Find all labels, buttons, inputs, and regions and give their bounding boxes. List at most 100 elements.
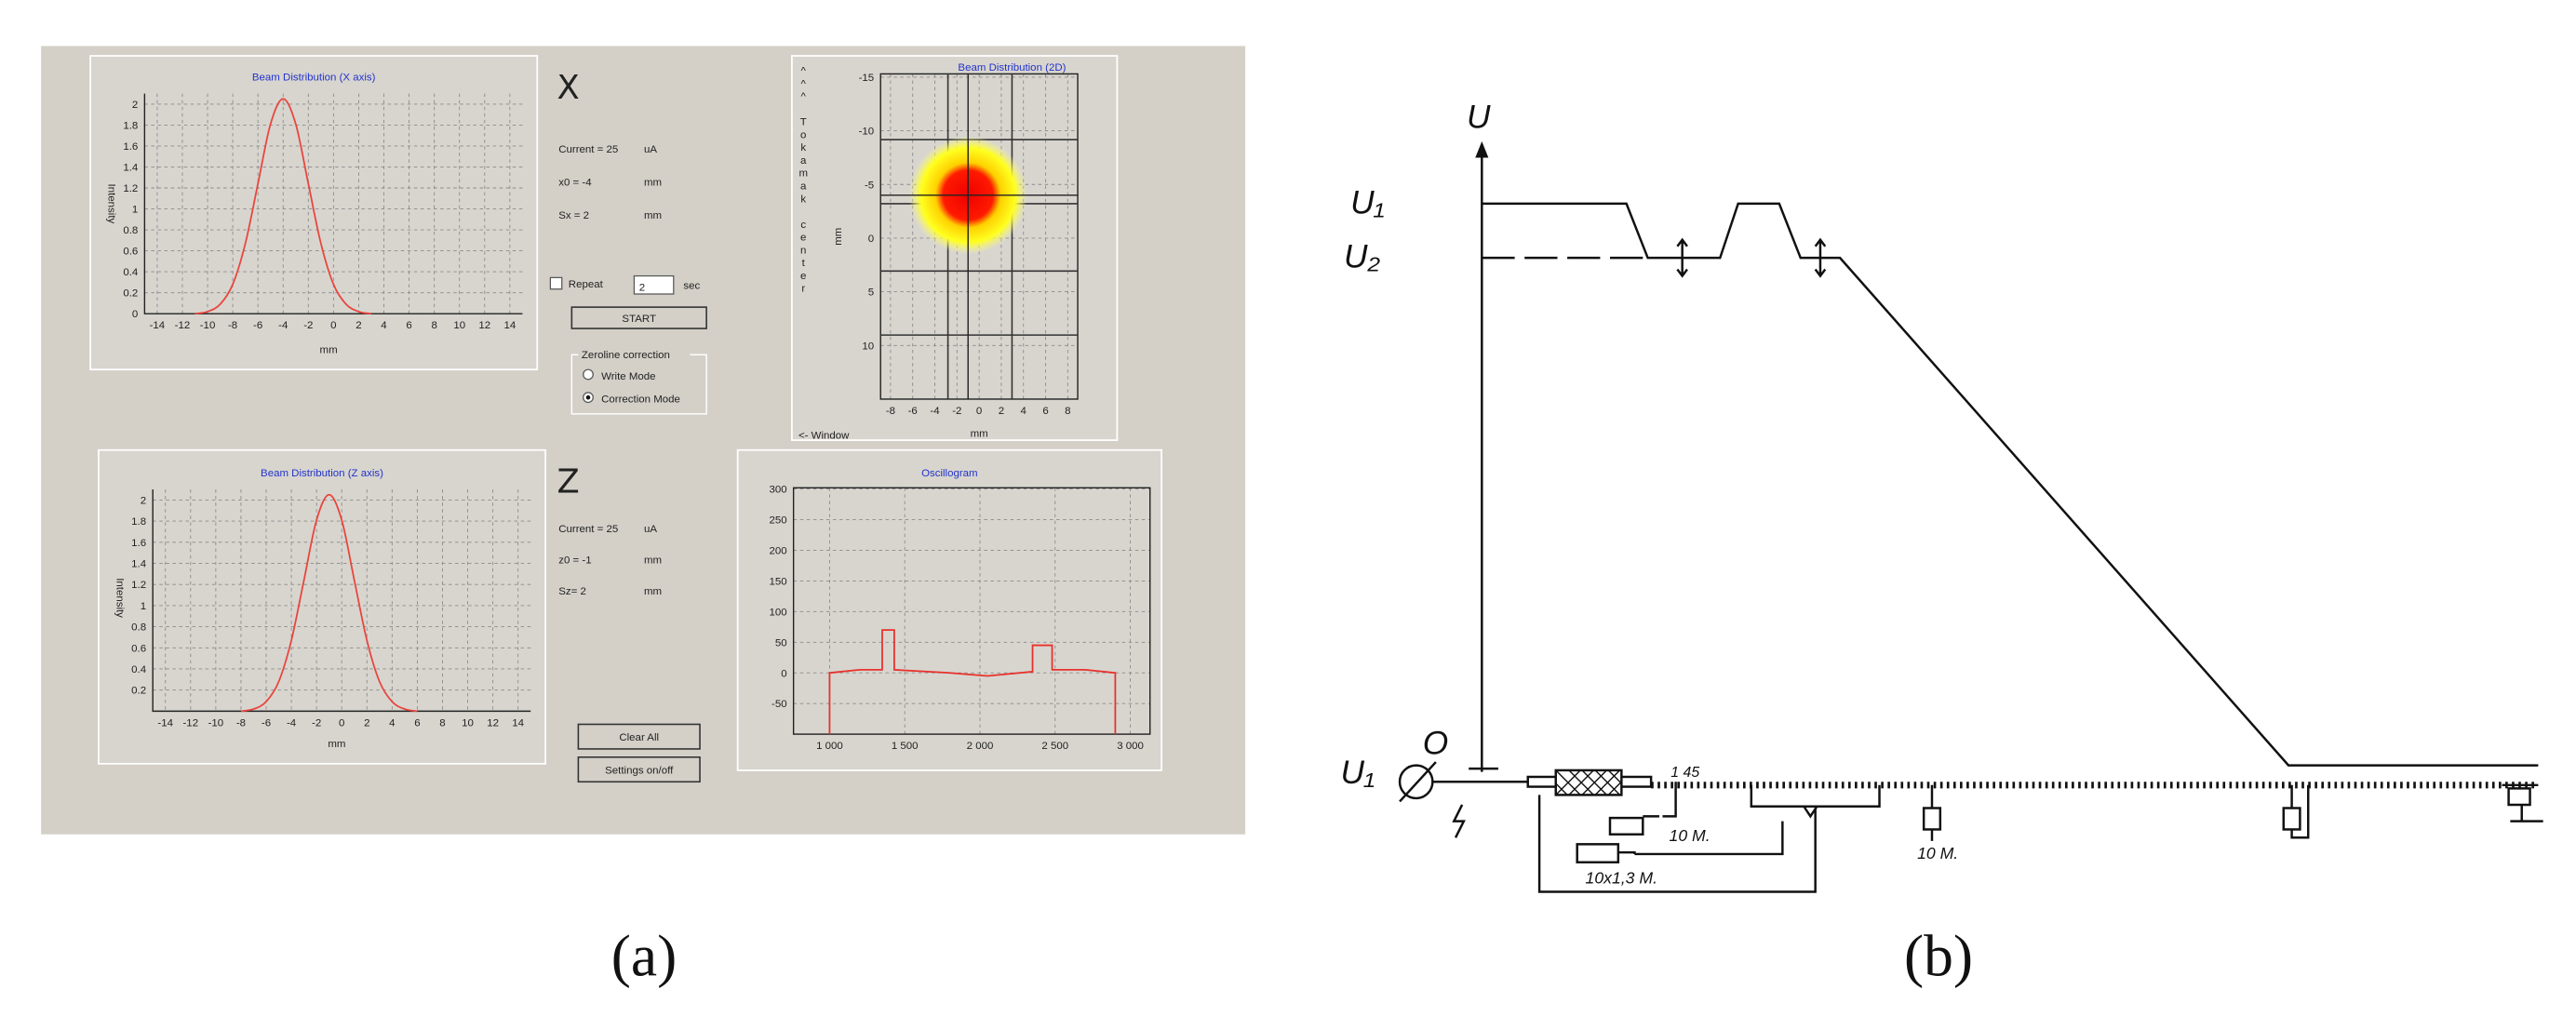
- start-button[interactable]: START: [570, 306, 707, 329]
- window-label: <- Window: [798, 430, 850, 441]
- info-unit: uA: [644, 524, 657, 535]
- x-tick-label: -4: [930, 406, 940, 417]
- button-label[interactable]: START: [622, 314, 656, 325]
- resistor: [1608, 816, 1644, 836]
- correction-mode-radio[interactable]: Correction Mode: [583, 392, 680, 406]
- write-mode-radio[interactable]: Write Mode: [583, 368, 656, 382]
- y-tick-label: 5: [868, 287, 874, 299]
- x-tick-label: 10: [453, 320, 465, 331]
- y-tick-label: 300: [769, 485, 786, 496]
- x-tick-label: -14: [157, 717, 173, 729]
- button-label[interactable]: Clear All: [619, 732, 659, 743]
- resistor-label: 10x1,3 M.: [1586, 869, 1657, 888]
- y-tick-label: 50: [775, 637, 787, 648]
- x-tick-label: 10: [462, 717, 474, 729]
- y-tick-label: 150: [769, 576, 786, 587]
- radio[interactable]: [583, 368, 594, 381]
- y-tick-label: -10: [859, 127, 875, 138]
- source-slash: [1399, 761, 1437, 803]
- x-tick-label: 12: [487, 717, 499, 729]
- button-label[interactable]: Settings on/off: [605, 765, 674, 776]
- y-tick-label: 1.8: [131, 516, 146, 528]
- info-text: Current = 25: [558, 144, 618, 155]
- plot-area: [144, 93, 523, 314]
- axis-heading: X: [557, 69, 579, 107]
- resistor-label: 10 M.: [1917, 844, 1958, 862]
- y-tick-label: 0.4: [131, 664, 147, 675]
- y-tick-label: 0: [132, 309, 138, 320]
- level-label: U₂: [1344, 239, 1380, 275]
- y-tick-label: 200: [769, 546, 786, 557]
- x-tick-label: 2: [999, 406, 1004, 417]
- y-tick-label: 0.4: [123, 267, 139, 278]
- oscillogram-title: Oscillogram: [921, 468, 978, 479]
- y-tick-label: 0: [868, 234, 874, 245]
- y-tick-label: 1.4: [131, 559, 147, 570]
- data-line: [240, 493, 418, 713]
- side-label: ^^^ Tokamak center: [798, 66, 809, 297]
- wiring: [1617, 850, 1636, 854]
- info-text: Sz= 2: [558, 586, 586, 597]
- x-tick-label: 0: [339, 717, 344, 729]
- origin-label: O: [1423, 725, 1448, 761]
- info-text: x0 = -4: [558, 177, 592, 188]
- y-tick-label: 250: [769, 515, 786, 527]
- x-tick-label: 3 000: [1117, 741, 1144, 752]
- radio-label[interactable]: Write Mode: [601, 371, 655, 382]
- wiring: [2290, 784, 2310, 839]
- potential-profile: [1482, 202, 2539, 767]
- x-tick-label: 4: [1021, 406, 1027, 417]
- y-tick-label: 0.6: [123, 247, 138, 258]
- button[interactable]: [570, 306, 707, 329]
- settings-button[interactable]: Settings on/off: [577, 755, 701, 783]
- clear-all-button[interactable]: Clear All: [577, 723, 701, 750]
- x-tick-label: 4: [381, 320, 387, 331]
- checkbox-label[interactable]: Repeat: [569, 279, 604, 290]
- y-axis-label: Intensity: [106, 184, 117, 224]
- repeat-checkbox[interactable]: Repeat: [549, 276, 604, 290]
- radio-dot[interactable]: [585, 394, 591, 400]
- y-tick-label: 0: [781, 668, 786, 679]
- checkbox[interactable]: [549, 276, 563, 290]
- info-text: Sx = 2: [558, 210, 589, 221]
- y-tick-label: 1.6: [123, 141, 138, 153]
- y-axis-label: mm: [833, 228, 844, 246]
- interval-value[interactable]: 2: [639, 282, 645, 293]
- x-tick-label: -10: [200, 320, 216, 331]
- x-tick-label: 8: [439, 717, 445, 729]
- radio-label[interactable]: Correction Mode: [601, 394, 680, 405]
- x-tick-label: 2: [364, 717, 369, 729]
- x-tick-label: -6: [253, 320, 262, 331]
- resistor: [1922, 807, 1942, 831]
- x-tick-label: -4: [287, 717, 297, 729]
- x-tick-label: 6: [406, 320, 411, 331]
- plot-area: [793, 488, 1150, 735]
- x-profile-title: Beam Distribution (X axis): [252, 72, 376, 83]
- y-axis-label: Intensity: [114, 578, 125, 618]
- axis-heading: Z: [557, 463, 579, 501]
- y-tick-label: -15: [859, 73, 875, 84]
- button[interactable]: [577, 755, 701, 783]
- x-tick-label: 0: [330, 320, 336, 331]
- x-tick-label: 2 000: [967, 741, 994, 752]
- resistor: [2282, 807, 2301, 831]
- stage-numbers: 1 45: [1670, 765, 1699, 781]
- y-tick-label: 2: [132, 100, 138, 111]
- x-tick-label: 14: [512, 717, 524, 729]
- x-tick-label: 1 500: [892, 741, 919, 752]
- info-unit: mm: [644, 210, 662, 221]
- target: [2502, 783, 2543, 822]
- x-tick-label: -2: [952, 406, 961, 417]
- y-tick-label: 2: [141, 495, 146, 506]
- x-tick-label: -14: [150, 320, 166, 331]
- y-tick-label: 1: [141, 601, 146, 612]
- button[interactable]: [577, 723, 701, 750]
- x-tick-label: -12: [183, 717, 199, 729]
- interval-input[interactable]: [633, 274, 675, 295]
- x-tick-label: 6: [414, 717, 420, 729]
- y-tick-label: -5: [865, 180, 874, 191]
- x-tick-label: 1 000: [816, 741, 843, 752]
- group-box-gap: [578, 348, 691, 362]
- x-tick-label: 0: [976, 406, 982, 417]
